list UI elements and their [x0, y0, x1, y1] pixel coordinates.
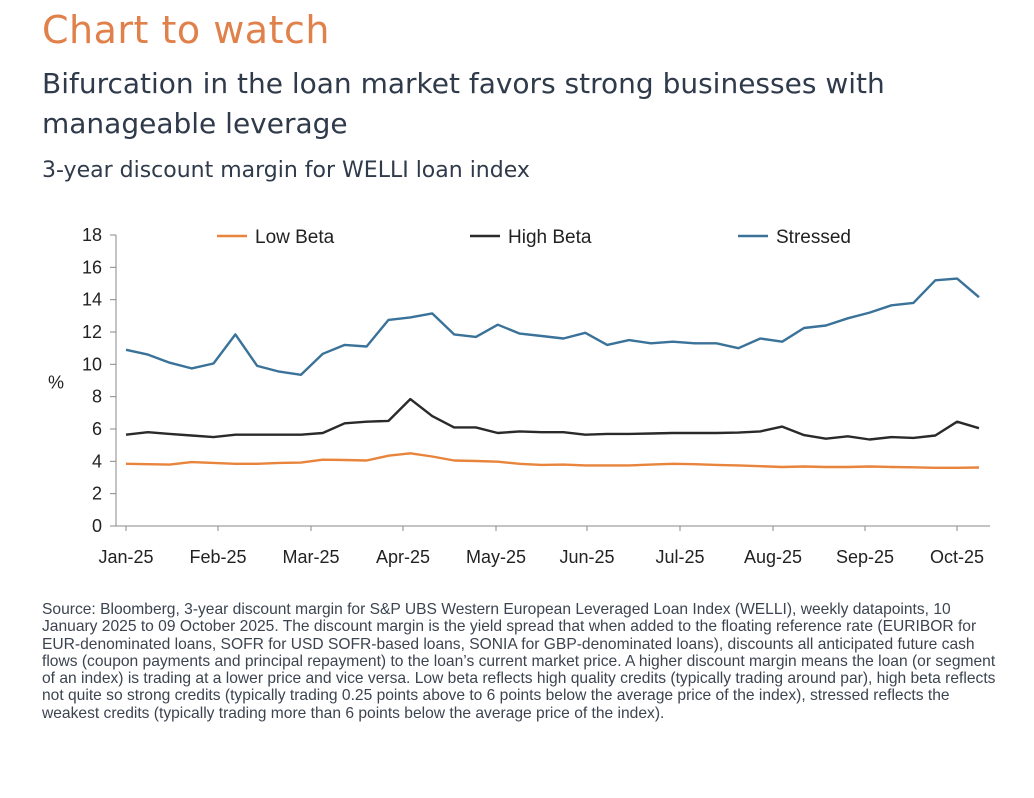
headline: Bifurcation in the loan market favors st… [42, 67, 885, 140]
y-tick-label: 0 [92, 516, 102, 536]
source-note: Source: Bloomberg, 3-year discount margi… [42, 601, 996, 722]
x-tick-label: Jun-25 [559, 547, 614, 567]
x-tick-label: Oct-25 [930, 547, 984, 567]
x-tick-label: Aug-25 [744, 547, 802, 567]
y-tick-label: 6 [92, 419, 102, 439]
section-kicker: Chart to watch [42, 8, 330, 52]
y-tick-label: 8 [92, 387, 102, 407]
y-axis-label: % [48, 373, 64, 393]
line-chart: 0 2 4 6 8 10 12 14 16 18% Jan-25 Feb-25 Mar-25 Apr-25… [48, 225, 990, 567]
y-tick-label: 12 [82, 322, 102, 342]
series-line-low-beta [125, 452, 980, 469]
legend-label-low-beta: Low Beta [255, 227, 335, 248]
x-tick-label: Feb-25 [189, 547, 246, 567]
chart-series-lines [125, 277, 980, 469]
y-tick-label: 10 [82, 354, 102, 374]
y-tick-label: 16 [82, 257, 102, 277]
y-tick-label: 18 [82, 225, 102, 245]
y-tick-label: 4 [92, 451, 102, 471]
legend-label-high-beta: High Beta [508, 227, 592, 248]
x-tick-label: Apr-25 [376, 547, 430, 567]
legend-label-stressed: Stressed [776, 227, 851, 248]
x-tick-label: May-25 [466, 547, 526, 567]
chart-legend: Low Beta High Beta Stressed [217, 227, 851, 248]
x-tick-label: Jan-25 [98, 547, 153, 567]
x-tick-label: Jul-25 [655, 547, 704, 567]
x-tick-label: Sep-25 [836, 547, 894, 567]
series-line-stressed [125, 277, 980, 376]
x-tick-label: Mar-25 [282, 547, 339, 567]
y-tick-label: 14 [82, 290, 102, 310]
chart-axes: 0 2 4 6 8 10 12 14 16 18% Jan-25 Feb-25 Mar-25 Apr-25… [48, 225, 990, 567]
y-tick-label: 2 [92, 484, 102, 504]
series-line-high-beta [125, 397, 980, 441]
chart-subtitle: 3-year discount margin for WELLI loan in… [42, 158, 530, 183]
